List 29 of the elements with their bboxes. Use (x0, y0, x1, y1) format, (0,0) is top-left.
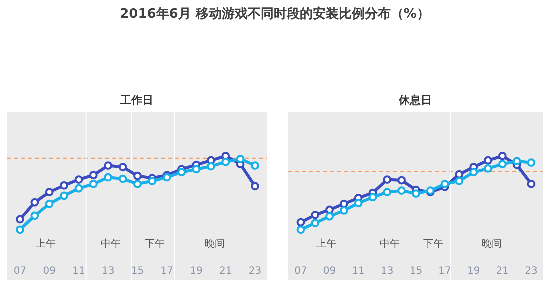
x-tick-label: 13 (102, 266, 115, 277)
x-tick-label: 17 (160, 266, 174, 277)
x-tick-label: 21 (496, 266, 510, 277)
chart-subtitle: 休息日 (398, 94, 432, 107)
text: 晚间 (205, 238, 225, 250)
x-tick-label: 21 (220, 266, 232, 277)
x-tick-label: 23 (525, 266, 538, 277)
text: 中午 (101, 238, 121, 250)
x-tick-label: 11 (352, 266, 365, 277)
x-tick-label: 19 (467, 266, 480, 277)
text: 晚间 (482, 238, 502, 250)
text: 上午 (316, 238, 336, 250)
text: 下午 (423, 238, 444, 250)
x-tick-label: 11 (72, 266, 86, 277)
chart-title: 2016年6月 移动游戏不同时段的安装比例分布（%） (120, 6, 430, 22)
x-tick-label: 07 (294, 266, 308, 277)
x-tick-label: 09 (323, 266, 336, 277)
x-tick-label: 07 (14, 266, 27, 277)
x-tick-label: 13 (381, 266, 394, 277)
x-tick-label: 19 (190, 266, 203, 277)
text: 上午 (36, 238, 56, 250)
text: 下午 (145, 238, 166, 250)
chart-subtitle: 工作日 (120, 94, 154, 107)
x-tick-label: 17 (438, 266, 452, 277)
x-tick-label: 23 (248, 266, 262, 277)
x-tick-label: 15 (131, 266, 144, 277)
text: 中午 (380, 238, 400, 250)
x-tick-label: 15 (410, 266, 423, 277)
x-tick-label: 09 (43, 266, 56, 277)
